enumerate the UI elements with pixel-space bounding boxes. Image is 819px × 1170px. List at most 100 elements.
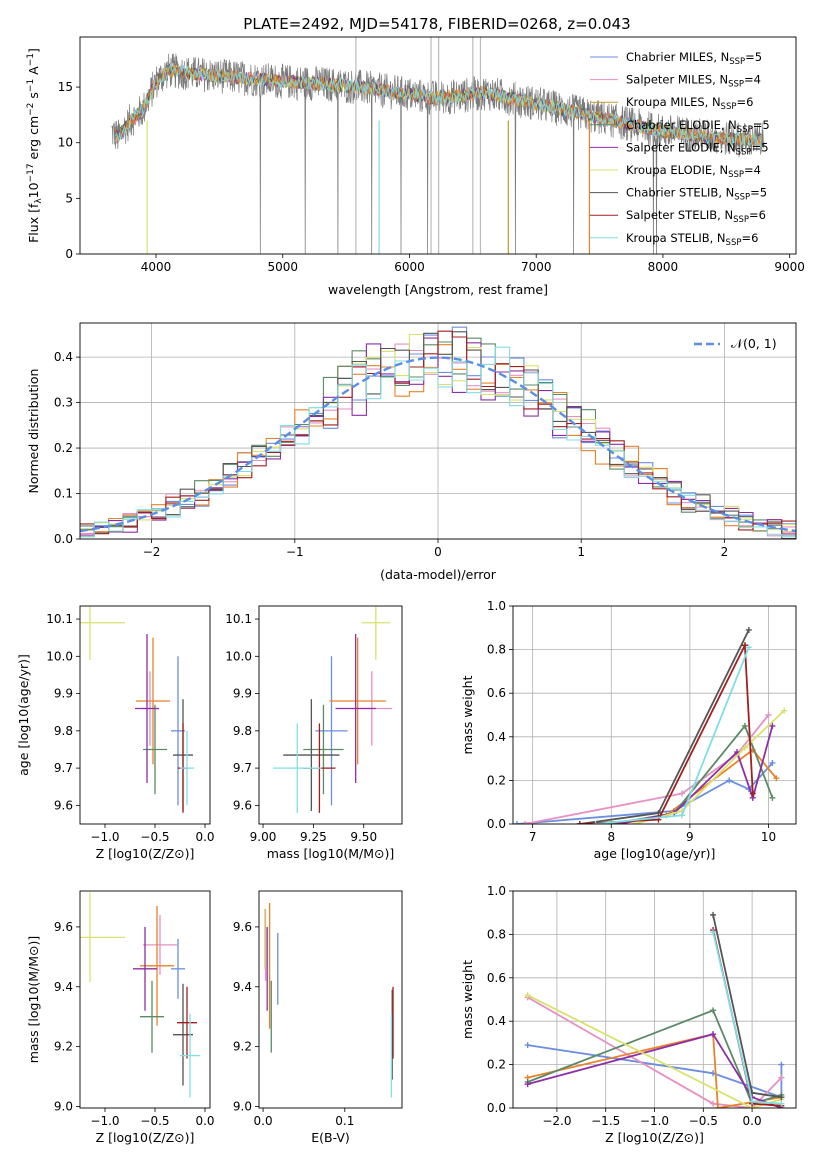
y-tick-label: 9.9 bbox=[54, 687, 73, 701]
age_vs_Z-panel: −1.0 −0.5 0.0 9.6 9.7 9.8 9.9 10.0 10.1 Z [log10(… bbox=[16, 605, 215, 861]
weight-marker bbox=[778, 1100, 785, 1107]
y-tick-label: 9.6 bbox=[54, 920, 73, 934]
weight-marker bbox=[524, 992, 531, 999]
errorbar-point bbox=[80, 606, 125, 661]
y-tick-label: 9.4 bbox=[233, 980, 252, 994]
x-tick-label: 9.25 bbox=[300, 830, 327, 844]
axes-frame bbox=[512, 605, 797, 825]
y-tick-label: 10.0 bbox=[225, 649, 252, 663]
y-tick-label: 10.1 bbox=[46, 612, 73, 626]
x-tick-label: −0.5 bbox=[140, 830, 169, 844]
axes-frame bbox=[258, 890, 403, 1109]
y-axis-label: Normed distribution bbox=[26, 369, 41, 494]
y-tick-label: 0 bbox=[65, 247, 73, 261]
y-tick-label: 9.7 bbox=[54, 761, 73, 775]
weight-marker bbox=[745, 644, 752, 651]
weight-marker bbox=[710, 1007, 717, 1014]
weight-marker bbox=[749, 790, 756, 797]
errorbar-point bbox=[143, 914, 177, 975]
x-axis-label: E(B-V) bbox=[311, 1130, 350, 1145]
weight-marker bbox=[726, 777, 733, 784]
y-tick-label: 9.2 bbox=[54, 1040, 73, 1054]
y-tick-label: 0.3 bbox=[54, 396, 73, 410]
weight-line bbox=[527, 1009, 782, 1105]
weight-marker bbox=[714, 1105, 721, 1108]
weight-marker bbox=[765, 712, 772, 718]
weight-marker bbox=[745, 626, 752, 633]
errorbar-point bbox=[283, 699, 340, 811]
y-tick-label: 0.6 bbox=[487, 971, 506, 985]
x-tick-label: −2.0 bbox=[542, 1114, 571, 1128]
legend-entry: Chabrier ELODIE, NSSP=5 bbox=[626, 118, 770, 135]
weight_vs_age-panel: 7 8 9 10 0.0 0.2 0.4 0.6 0.8 1.0 age [log10(age/yr… bbox=[460, 599, 797, 861]
y-tick-label: 9.0 bbox=[54, 1100, 73, 1114]
x-tick-label: 4000 bbox=[141, 260, 172, 274]
weight-marker bbox=[710, 929, 717, 936]
y-tick-label: 0.0 bbox=[487, 1101, 506, 1115]
y-tick-label: 5 bbox=[65, 191, 73, 205]
x-tick-label: 9.00 bbox=[250, 830, 277, 844]
x-tick-label: 0.0 bbox=[195, 830, 214, 844]
y-tick-label: 9.4 bbox=[54, 980, 73, 994]
x-tick-label: 1 bbox=[577, 545, 585, 559]
age_vs_mass-plot-area bbox=[273, 606, 392, 813]
errorbar-point bbox=[303, 704, 344, 795]
legend-entry: Salpeter MILES, NSSP=4 bbox=[626, 73, 761, 90]
axes-frame bbox=[512, 890, 797, 1109]
mass_vs_Z-panel: −1.0 −0.5 0.0 9.0 9.2 9.4 9.6 Z [log10(Z/Z⊙)] ma… bbox=[26, 890, 215, 1145]
weight-line bbox=[527, 1033, 782, 1108]
x-tick-label: 8000 bbox=[648, 260, 679, 274]
errorbar-point bbox=[133, 926, 157, 1011]
x-tick-label: 10 bbox=[761, 830, 776, 844]
y-tick-label: 9.7 bbox=[233, 761, 252, 775]
errorbar-point bbox=[315, 656, 348, 806]
y-tick-label: 10.0 bbox=[46, 649, 73, 663]
weight_vs_Z-panel: −2.0 −1.5 −1.0 −0.5 0.0 0.0 0.2 0.4 0.6 0.8 1.0 Z [… bbox=[460, 884, 797, 1145]
x-tick-label: 0.0 bbox=[743, 1114, 762, 1128]
errorbar-point bbox=[80, 892, 125, 983]
weight-marker bbox=[781, 707, 788, 714]
errorbar-point bbox=[177, 986, 197, 1059]
errorbar-point bbox=[273, 723, 322, 813]
y-tick-label: 0.6 bbox=[487, 686, 506, 700]
errorbar-point bbox=[329, 637, 386, 765]
axes-frame bbox=[79, 890, 211, 1109]
x-tick-label: −1.0 bbox=[90, 830, 119, 844]
y-tick-label: 9.6 bbox=[54, 798, 73, 812]
normal-reference-curve bbox=[80, 356, 796, 533]
y-tick-label: 0.2 bbox=[487, 773, 506, 787]
mass_vs_EBV-panel: 0.0 0.1 9.0 9.2 9.4 9.6 E(B-V) bbox=[233, 890, 403, 1145]
x-tick-label: −0.5 bbox=[140, 1114, 169, 1128]
y-tick-label: 0.8 bbox=[487, 927, 506, 941]
weight-marker bbox=[769, 759, 776, 766]
x-tick-label: 9.50 bbox=[350, 830, 377, 844]
legend-entry: Kroupa MILES, NSSP=6 bbox=[626, 95, 753, 112]
x-tick-label: −0.5 bbox=[689, 1114, 718, 1128]
x-tick-label: 9 bbox=[686, 830, 694, 844]
y-tick-label: 1.0 bbox=[487, 599, 506, 613]
weight-marker bbox=[679, 812, 686, 819]
spectrum-legend: Chabrier MILES, NSSP=5 Salpeter MILES, NS… bbox=[590, 50, 770, 248]
weight-marker bbox=[679, 790, 686, 797]
y-tick-label: 0.0 bbox=[487, 817, 506, 831]
model-line bbox=[115, 63, 762, 149]
legend-entry: Kroupa STELIB, NSSP=6 bbox=[626, 231, 758, 248]
weight-marker bbox=[734, 749, 741, 756]
weight_vs_age-plot-area bbox=[513, 626, 788, 824]
weight-marker bbox=[741, 744, 748, 751]
residual-histogram bbox=[80, 330, 796, 535]
y-axis-label: age [log10(age/yr)] bbox=[16, 654, 31, 776]
axes-frame bbox=[79, 605, 211, 825]
y-tick-label: 9.0 bbox=[233, 1100, 252, 1114]
axes-frame bbox=[258, 605, 403, 825]
weight-marker bbox=[769, 794, 776, 801]
x-axis-label: Z [log10(Z/Z⊙)] bbox=[605, 1130, 704, 1145]
x-tick-label: 6000 bbox=[394, 260, 425, 274]
mass_vs_EBV-plot-area bbox=[264, 902, 394, 1098]
residual-histogram bbox=[80, 346, 796, 538]
y-tick-label: 9.8 bbox=[233, 724, 252, 738]
weight-line bbox=[712, 914, 782, 1099]
weight-marker bbox=[655, 810, 662, 817]
